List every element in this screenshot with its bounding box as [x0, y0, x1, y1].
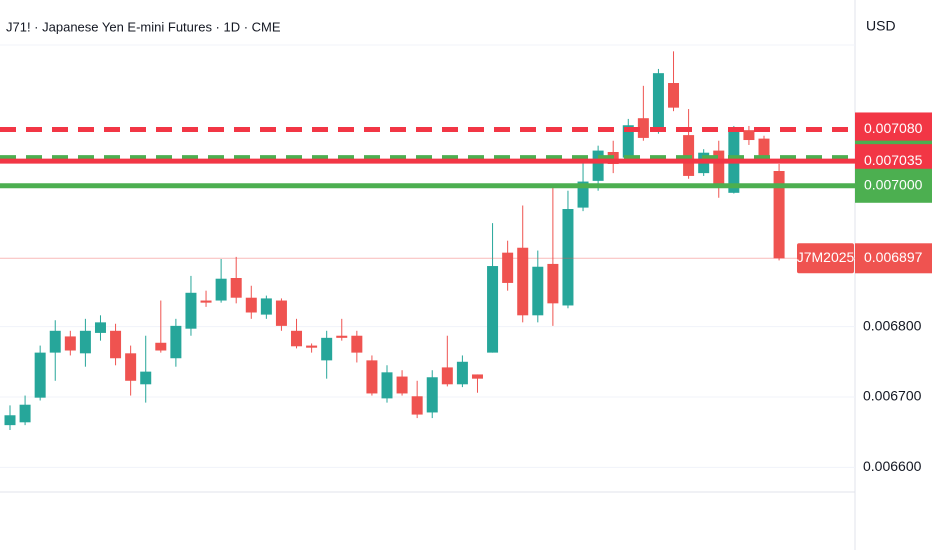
candle-body [743, 130, 755, 141]
last-price-name: J7M2025 [797, 249, 855, 265]
candle-body [34, 352, 46, 398]
candle-body [245, 297, 257, 313]
candle-body [200, 300, 212, 303]
candle-body [140, 371, 152, 385]
level-price-label: 0.007080 [864, 120, 923, 136]
candle-body [170, 325, 182, 359]
candle-body [79, 330, 91, 354]
candle-body [125, 353, 137, 381]
last-price-name-box [797, 243, 854, 274]
y-tick-label: 0.006600 [863, 458, 922, 474]
candle-body [517, 247, 529, 316]
candle-body [366, 360, 378, 394]
last-price-box [855, 243, 932, 274]
level-price-box [855, 168, 932, 203]
candle-body [562, 209, 574, 306]
candle-body [49, 330, 61, 353]
candle-body [547, 263, 559, 304]
candle-body [456, 361, 468, 385]
candle-body [668, 83, 680, 108]
candle-body [291, 330, 303, 347]
candle-body [381, 372, 393, 399]
y-tick-label: 0.006700 [863, 388, 922, 404]
candle-body [396, 376, 408, 394]
candle-body [426, 377, 438, 413]
candle-body [94, 322, 106, 333]
candle-body [471, 374, 483, 379]
candle-body [321, 337, 333, 361]
candle-body [110, 330, 122, 359]
currency[interactable]: USD [866, 18, 896, 34]
candle-body [185, 292, 197, 329]
last-price-label: 0.006897 [864, 249, 923, 265]
candle-body [275, 300, 287, 326]
level-price-label: 0.007000 [864, 176, 923, 192]
level-price-label: 0.007035 [864, 152, 923, 168]
candle-body [215, 278, 227, 301]
candle-body [4, 415, 16, 426]
candle-body [577, 181, 589, 208]
candle-body [592, 150, 604, 181]
candle-body [411, 396, 423, 415]
candle-body [713, 150, 725, 184]
candle-body [441, 367, 453, 385]
candle-body [64, 336, 76, 351]
candle-body [532, 266, 544, 316]
candle-body [502, 252, 514, 283]
y-tick-label: 0.006800 [863, 317, 922, 333]
candle-body [155, 342, 167, 351]
candle-body [260, 298, 272, 315]
candle-body [487, 266, 499, 353]
candle-body [652, 73, 664, 132]
candle-body [351, 335, 363, 353]
candle-body [622, 125, 634, 158]
chart-title: J71! · Japanese Yen E-mini Futures · 1D … [6, 19, 281, 34]
candle-body [306, 345, 318, 348]
candle-body [773, 171, 785, 259]
candle-body [336, 335, 348, 338]
candle-body [637, 118, 649, 138]
candle-body [230, 278, 242, 298]
candle-body [19, 404, 31, 423]
candle-body [758, 138, 770, 157]
